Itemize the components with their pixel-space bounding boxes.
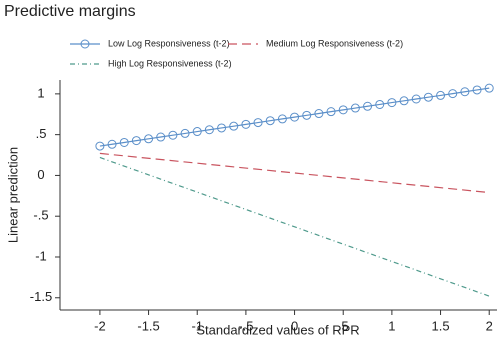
legend-label: Low Log Responsiveness (t-2): [108, 38, 230, 48]
y-tick-label: -1.5: [30, 289, 52, 304]
y-tick-label: -.5: [33, 208, 48, 223]
point: [241, 119, 251, 129]
legend-marker: [80, 39, 90, 49]
point: [423, 92, 433, 102]
point: [375, 99, 385, 109]
point: [168, 130, 178, 140]
series-line: [99, 156, 490, 297]
point: [204, 125, 214, 135]
x-tick-label: -.5: [238, 318, 253, 333]
point: [363, 101, 373, 111]
point: [314, 109, 324, 119]
x-tick-label: -2: [94, 318, 106, 333]
y-tick-label: -1: [35, 248, 47, 263]
legend-label: Medium Log Responsiveness (t-2): [266, 38, 403, 48]
series-line: [99, 152, 490, 194]
point: [217, 123, 227, 133]
point: [436, 90, 446, 100]
point: [338, 105, 348, 115]
point: [411, 94, 421, 104]
point: [484, 83, 494, 93]
point: [192, 127, 202, 137]
y-tick-label: 0: [37, 167, 44, 182]
point: [472, 85, 482, 95]
point: [399, 96, 409, 106]
point: [180, 128, 190, 138]
y-tick-label: .5: [36, 126, 47, 141]
point: [460, 87, 470, 97]
x-tick-label: .5: [338, 318, 349, 333]
point: [119, 137, 129, 147]
chart-title: Predictive margins: [4, 3, 136, 20]
point: [253, 118, 263, 128]
point: [302, 110, 312, 120]
point: [156, 132, 166, 142]
x-tick-label: -1.5: [137, 318, 159, 333]
legend-label: High Log Responsiveness (t-2): [108, 58, 232, 68]
point: [290, 112, 300, 122]
point: [350, 103, 360, 113]
y-tick-label: 1: [37, 85, 44, 100]
x-tick-label: 0: [291, 318, 298, 333]
x-tick-label: -1: [191, 318, 203, 333]
point: [144, 134, 154, 144]
x-axis-label: Standardized values of RPR: [196, 322, 359, 337]
point: [326, 107, 336, 117]
point: [387, 98, 397, 108]
point: [131, 136, 141, 146]
point: [448, 89, 458, 99]
x-tick-label: 2: [486, 318, 493, 333]
x-tick-label: 1.5: [432, 318, 450, 333]
point: [277, 114, 287, 124]
point: [95, 141, 105, 151]
point: [265, 116, 275, 126]
point: [107, 139, 117, 149]
x-tick-label: 1: [388, 318, 395, 333]
point: [229, 121, 239, 131]
y-axis-label: Linear prediction: [5, 147, 20, 243]
